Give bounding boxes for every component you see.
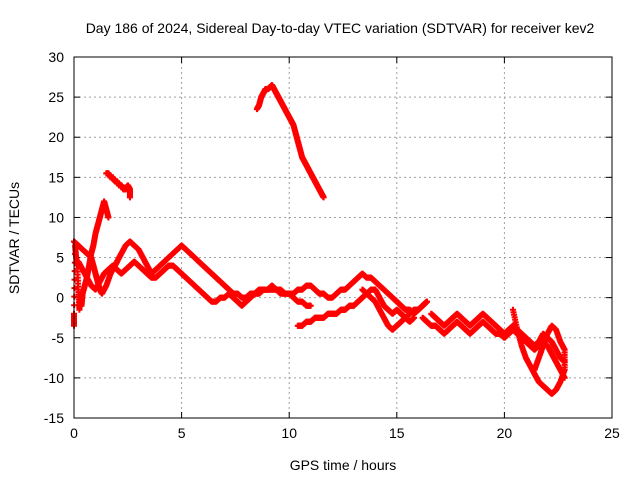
x-axis-label: GPS time / hours bbox=[290, 457, 397, 473]
arc-6-point bbox=[411, 314, 418, 321]
y-tick-label: -10 bbox=[44, 370, 64, 386]
y-tick-label: 10 bbox=[48, 209, 64, 225]
y-tick-label: 25 bbox=[48, 89, 64, 105]
x-tick-label: 20 bbox=[497, 425, 513, 441]
arc-5-point bbox=[320, 194, 327, 201]
y-tick-label: 30 bbox=[48, 49, 64, 65]
x-axis-ticks: 0 5 10 15 20 25 bbox=[70, 57, 620, 441]
x-tick-label: 0 bbox=[70, 425, 78, 441]
y-tick-label: -5 bbox=[52, 330, 65, 346]
y-axis-label: SDTVAR / TECUs bbox=[6, 182, 22, 294]
chart-title: Day 186 of 2024, Sidereal Day-to-day VTE… bbox=[86, 20, 595, 36]
arc-1-point bbox=[105, 214, 112, 221]
y-tick-label: 15 bbox=[48, 169, 64, 185]
arc-7-point bbox=[423, 298, 430, 305]
x-tick-label: 25 bbox=[604, 425, 620, 441]
y-tick-label: -15 bbox=[44, 410, 64, 426]
x-tick-label: 15 bbox=[389, 425, 405, 441]
x-tick-label: 5 bbox=[178, 425, 186, 441]
y-tick-label: 5 bbox=[56, 250, 64, 266]
arc-4-point bbox=[126, 194, 133, 201]
arc-10-point bbox=[531, 366, 538, 373]
plot-frame bbox=[73, 56, 613, 419]
x-tick-label: 10 bbox=[281, 425, 297, 441]
data-points bbox=[71, 82, 568, 397]
y-axis-ticks: -15 -10 -5 0 5 10 15 20 25 30 bbox=[44, 49, 612, 426]
arc-1-point bbox=[71, 276, 78, 283]
y-tick-label: 0 bbox=[56, 290, 64, 306]
y-tick-label: 20 bbox=[48, 129, 64, 145]
arc-2-point bbox=[307, 302, 314, 309]
